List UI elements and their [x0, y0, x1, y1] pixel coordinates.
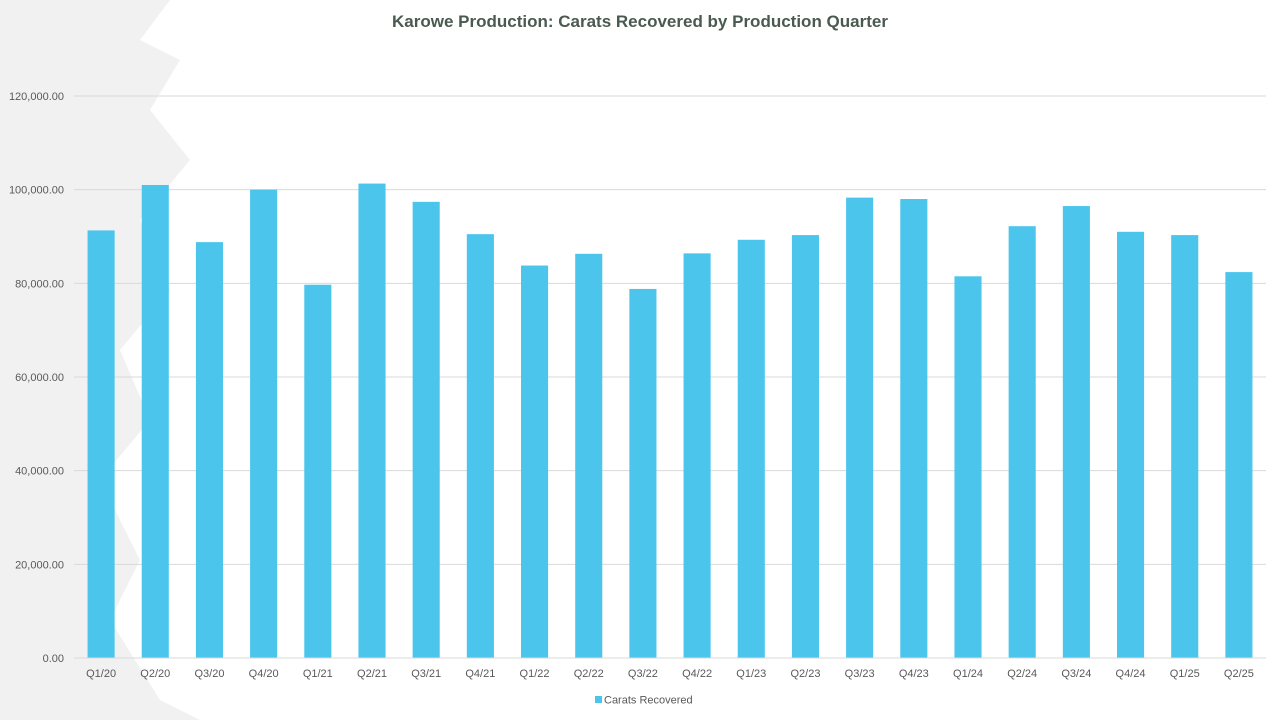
legend-swatch [595, 696, 602, 703]
bar [1117, 231, 1145, 659]
x-tick-label: Q4/21 [465, 668, 495, 680]
bar [575, 253, 603, 658]
bar [846, 197, 874, 658]
x-tick-label: Q1/25 [1170, 668, 1200, 680]
bar [900, 199, 928, 659]
x-tick-label: Q4/23 [899, 668, 929, 680]
y-tick-label: 0.00 [43, 653, 64, 665]
x-tick-label: Q1/23 [736, 668, 766, 680]
y-tick-label: 60,000.00 [15, 372, 64, 384]
x-tick-label: Q2/20 [140, 668, 170, 680]
x-tick-label: Q3/24 [1061, 668, 1091, 680]
bar [195, 242, 223, 658]
x-tick-label: Q1/21 [303, 668, 333, 680]
bar [521, 265, 549, 658]
x-tick-label: Q4/24 [1116, 668, 1146, 680]
y-axis-tick-labels: 0.00 20,000.00 40,000.00 60,000.00 80,000.00… [9, 91, 64, 665]
bar [954, 276, 982, 658]
bar [304, 284, 332, 658]
bar [1225, 272, 1253, 658]
y-tick-label: 100,000.00 [9, 185, 64, 197]
bar [1062, 206, 1090, 658]
x-tick-label: Q1/20 [86, 668, 116, 680]
x-tick-label: Q2/22 [574, 668, 604, 680]
bar [466, 234, 494, 659]
x-tick-label: Q4/20 [249, 668, 279, 680]
bars [87, 183, 1253, 659]
legend: Carats Recovered [595, 695, 693, 707]
x-tick-label: Q3/23 [845, 668, 875, 680]
bar [141, 184, 169, 658]
bar [737, 239, 765, 659]
y-tick-label: 80,000.00 [15, 278, 64, 290]
x-tick-label: Q2/23 [790, 668, 820, 680]
y-tick-label: 20,000.00 [15, 559, 64, 571]
chart-title: Karowe Production: Carats Recovered by P… [392, 12, 888, 31]
bar [791, 235, 819, 658]
bar [358, 183, 386, 658]
bar [1008, 226, 1036, 659]
x-tick-label: Q3/20 [194, 668, 224, 680]
x-tick-label: Q2/21 [357, 668, 387, 680]
x-tick-label: Q4/22 [682, 668, 712, 680]
y-tick-label: 120,000.00 [9, 91, 64, 103]
bar [87, 230, 115, 658]
bar [250, 189, 278, 658]
x-tick-label: Q3/21 [411, 668, 441, 680]
x-tick-label: Q1/22 [520, 668, 550, 680]
x-axis-tick-labels: Q1/20 Q2/20 Q3/20 Q4/20 Q1/21 Q2/21 Q3/21 Q4/21… [86, 668, 1254, 680]
bar [1171, 235, 1199, 658]
bar [412, 201, 440, 659]
legend-label: Carats Recovered [604, 695, 693, 707]
x-tick-label: Q3/22 [628, 668, 658, 680]
bar [629, 288, 657, 658]
x-tick-label: Q1/24 [953, 668, 983, 680]
bar [683, 253, 711, 659]
y-tick-label: 40,000.00 [15, 466, 64, 478]
x-tick-label: Q2/24 [1007, 668, 1037, 680]
x-tick-label: Q2/25 [1224, 668, 1254, 680]
